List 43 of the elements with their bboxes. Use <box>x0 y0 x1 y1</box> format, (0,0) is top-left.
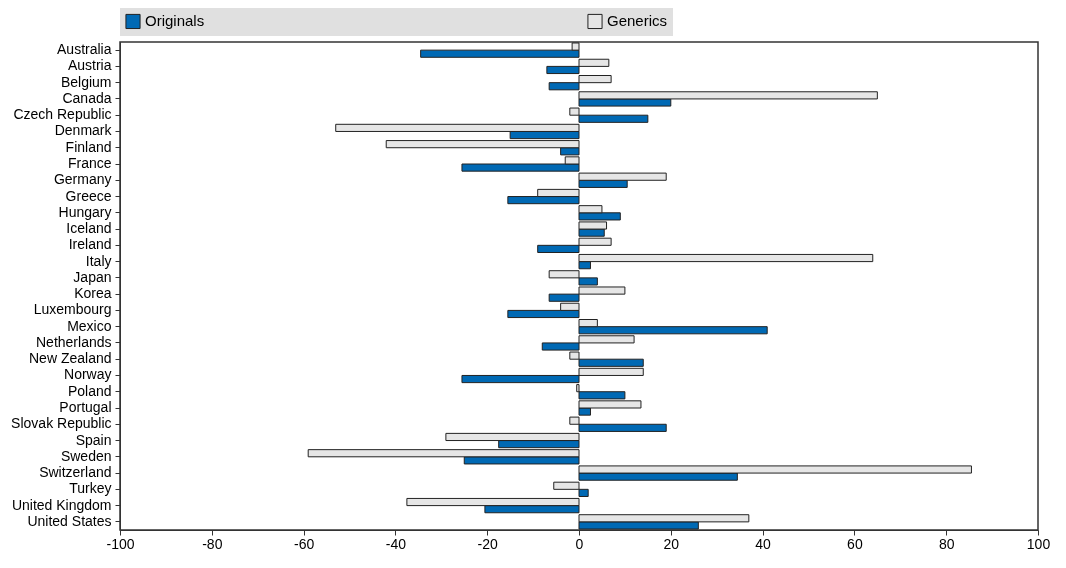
y-tick-label: Greece <box>65 187 112 204</box>
x-tick-label: 80 <box>938 535 955 552</box>
legend-label: Generics <box>607 12 668 30</box>
y-tick-label: Czech Republic <box>13 106 112 123</box>
y-tick-label: Denmark <box>54 122 113 139</box>
y-tick-label: Iceland <box>66 220 112 237</box>
y-tick-label: Spain <box>75 431 112 448</box>
y-tick-label: Slovak Republic <box>11 415 112 432</box>
y-tick-label: New Zealand <box>29 350 112 367</box>
y-tick-label: Austria <box>67 57 112 74</box>
y-tick-label: Luxembourg <box>33 301 112 318</box>
y-tick-label: Poland <box>67 382 112 399</box>
x-tick-label: -100 <box>106 535 135 552</box>
y-tick-label: Mexico <box>67 317 112 334</box>
x-tick-label: 0 <box>575 535 584 552</box>
y-tick-label: Turkey <box>69 480 112 497</box>
x-tick-label: -60 <box>293 535 315 552</box>
y-tick-label: Ireland <box>68 236 112 253</box>
y-tick-label: Australia <box>57 41 112 58</box>
y-tick-label: United States <box>27 512 112 529</box>
y-tick-label: Hungary <box>58 203 112 220</box>
y-tick-label: Sweden <box>60 447 112 464</box>
y-tick-label: Korea <box>74 285 112 302</box>
x-tick-label: 60 <box>847 535 863 552</box>
y-tick-label: Portugal <box>59 399 112 415</box>
x-tick-label: -80 <box>202 535 223 552</box>
y-tick-label: Canada <box>62 89 112 106</box>
y-tick-label: Netherlands <box>36 333 112 350</box>
y-tick-label: Finland <box>65 138 112 155</box>
y-tick-label: Italy <box>85 252 112 269</box>
y-tick-label: United Kingdom <box>11 496 112 513</box>
y-tick-label: Germany <box>53 171 112 188</box>
y-tick-label: Belgium <box>60 73 112 90</box>
x-tick-label: -40 <box>385 535 407 552</box>
y-tick-label: Switzerland <box>39 464 112 481</box>
x-tick-label: 100 <box>1026 535 1051 552</box>
y-tick-label: Norway <box>64 366 112 383</box>
x-tick-label: 20 <box>663 535 680 552</box>
legend-label: Originals <box>145 12 205 30</box>
y-tick-label: France <box>67 155 112 171</box>
x-tick-label: -20 <box>477 535 499 552</box>
x-tick-label: 40 <box>755 535 772 552</box>
y-tick-label: Japan <box>73 268 112 285</box>
